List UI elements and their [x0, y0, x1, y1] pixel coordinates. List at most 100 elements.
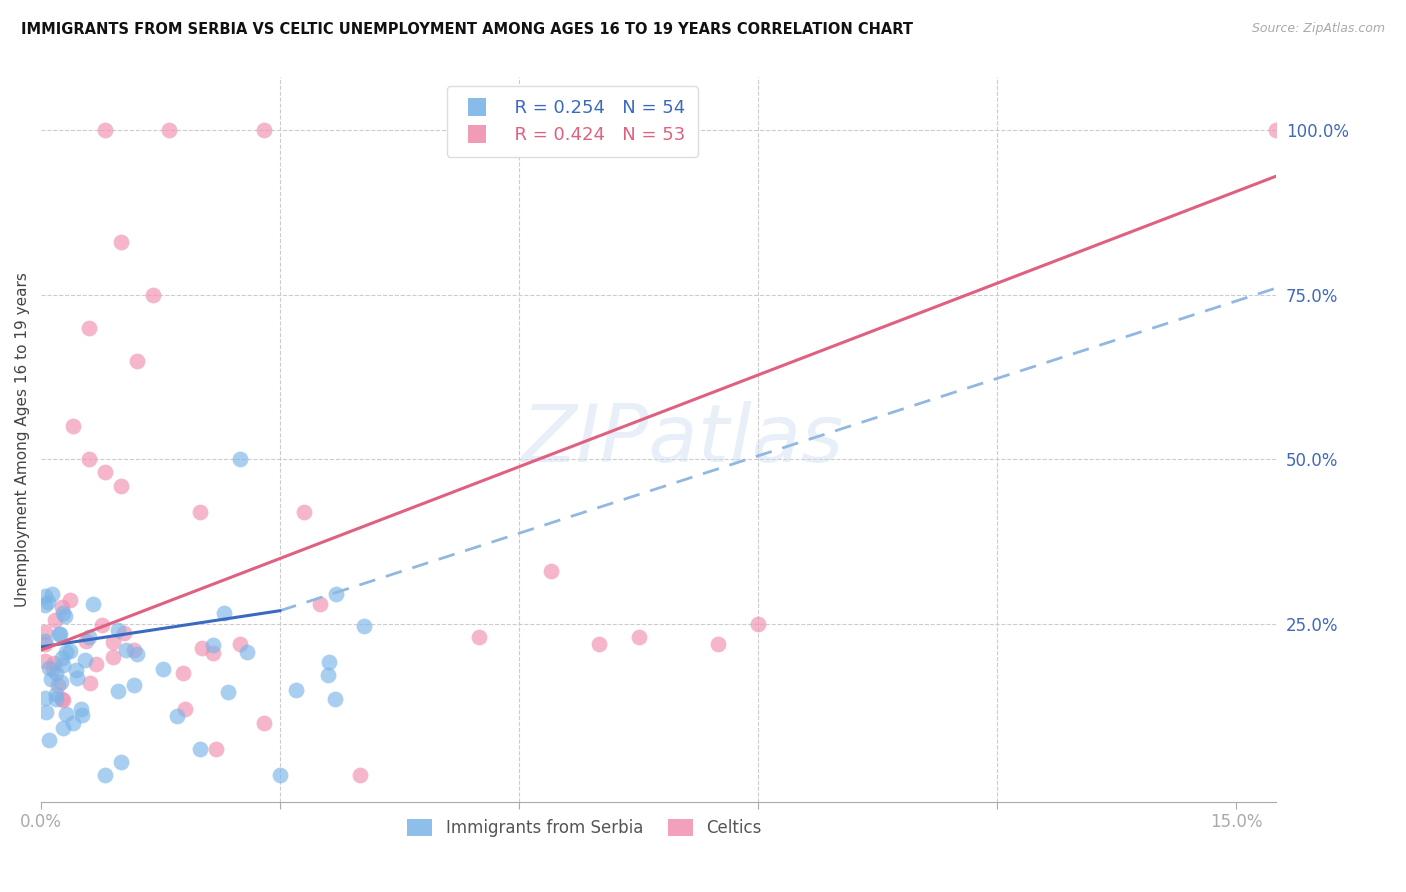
Point [101, 635, 124, 649]
Point [62, 419, 84, 434]
Point [205, 742, 228, 756]
Point [325, 587, 347, 601]
Point [253, 715, 276, 730]
Point [42, 656, 65, 670]
Point [79, 675, 101, 690]
Point [191, 641, 214, 656]
Point [59, 644, 82, 658]
Point [236, 645, 259, 659]
Point [45, 666, 67, 681]
Point [292, 505, 315, 519]
Point [49, 627, 72, 641]
Point [55, 706, 77, 721]
Point [39, 673, 62, 687]
Point [253, 123, 276, 137]
Point [540, 564, 562, 578]
Point [70, 708, 93, 723]
Point [41, 587, 63, 601]
Point [115, 642, 138, 657]
Point [70, 702, 93, 716]
Point [45, 692, 67, 706]
Point [157, 123, 180, 137]
Point [55, 645, 77, 659]
Point [269, 768, 291, 782]
Point [190, 505, 212, 519]
Point [316, 667, 339, 681]
Point [172, 666, 194, 681]
Point [79, 630, 101, 644]
Point [34, 624, 56, 639]
Point [84, 657, 107, 671]
Point [110, 235, 132, 249]
Point [77, 452, 100, 467]
Point [38, 733, 60, 747]
Point [309, 597, 332, 611]
Point [48, 627, 70, 641]
Point [110, 478, 132, 492]
Point [468, 630, 491, 644]
Point [101, 650, 124, 665]
Point [747, 616, 769, 631]
Point [202, 638, 225, 652]
Point [51, 599, 73, 614]
Point [66, 671, 89, 685]
Point [45, 687, 67, 701]
Y-axis label: Unemployment Among Ages 16 to 19 years: Unemployment Among Ages 16 to 19 years [15, 272, 30, 607]
Point [37, 595, 59, 609]
Point [588, 637, 610, 651]
Point [75, 633, 97, 648]
Point [46, 678, 69, 692]
Point [107, 623, 129, 637]
Point [91, 618, 114, 632]
Point [82, 597, 104, 611]
Point [34, 634, 56, 648]
Point [229, 452, 252, 467]
Point [190, 742, 212, 756]
Point [53, 609, 76, 624]
Point [51, 674, 73, 689]
Point [34, 690, 56, 705]
Point [627, 630, 650, 644]
Point [77, 320, 100, 334]
Point [94, 768, 117, 782]
Point [229, 637, 252, 651]
Point [707, 637, 730, 651]
Point [59, 593, 82, 607]
Point [142, 287, 165, 301]
Point [34, 637, 56, 651]
Point [44, 613, 66, 627]
Point [34, 705, 56, 719]
Point [94, 466, 117, 480]
Point [166, 708, 188, 723]
Point [34, 654, 56, 668]
Point [217, 684, 239, 698]
Point [112, 625, 135, 640]
Point [285, 683, 308, 698]
Point [75, 653, 97, 667]
Point [173, 702, 195, 716]
Point [42, 662, 65, 676]
Point [323, 692, 346, 706]
Point [38, 661, 60, 675]
Point [52, 693, 75, 707]
Point [52, 606, 75, 620]
Point [349, 768, 371, 782]
Point [318, 655, 340, 669]
Point [202, 647, 225, 661]
Point [125, 648, 148, 662]
Point [94, 123, 117, 137]
Point [110, 755, 132, 769]
Text: IMMIGRANTS FROM SERBIA VS CELTIC UNEMPLOYMENT AMONG AGES 16 TO 19 YEARS CORRELAT: IMMIGRANTS FROM SERBIA VS CELTIC UNEMPLO… [21, 22, 912, 37]
Point [65, 663, 87, 677]
Point [51, 692, 73, 706]
Point [212, 606, 235, 620]
Text: ZIPatlas: ZIPatlas [522, 401, 845, 478]
Point [51, 651, 73, 665]
Point [152, 662, 174, 676]
Point [34, 589, 56, 603]
Point [122, 643, 145, 657]
Point [1265, 123, 1288, 137]
Text: Source: ZipAtlas.com: Source: ZipAtlas.com [1251, 22, 1385, 36]
Point [107, 684, 129, 698]
Point [62, 715, 84, 730]
